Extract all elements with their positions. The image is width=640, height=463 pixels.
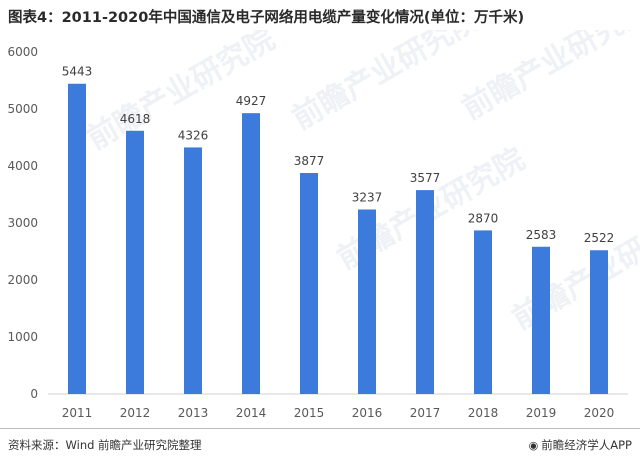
watermark-text: 前瞻产业研究院: [287, 30, 486, 137]
bar: [590, 250, 608, 394]
data-label: 3877: [294, 154, 325, 168]
bar: [242, 113, 260, 394]
bar: [532, 247, 550, 394]
data-label: 2583: [526, 228, 557, 242]
logo-icon: ◉: [529, 439, 539, 452]
x-tick-label: 2017: [410, 406, 441, 420]
y-tick-label: 3000: [7, 216, 38, 230]
watermark-text: 前瞻产业研究院: [507, 202, 640, 337]
data-label: 5443: [62, 65, 93, 79]
brand-label: 前瞻经济学人APP: [541, 438, 632, 452]
y-tick-label: 6000: [7, 45, 38, 59]
bar: [358, 209, 376, 394]
bar: [126, 131, 144, 394]
bar-chart: 前瞻产业研究院前瞻产业研究院前瞻产业研究院前瞻产业研究院前瞻产业研究院 0100…: [0, 30, 640, 426]
source-note: 资料来源：Wind 前瞻产业研究院整理: [8, 437, 202, 453]
bar: [68, 84, 86, 394]
bar: [300, 173, 318, 394]
x-tick-label: 2014: [236, 406, 267, 420]
bar: [474, 230, 492, 394]
x-tick-label: 2018: [468, 406, 499, 420]
watermark-text: 前瞻产业研究院: [457, 30, 640, 127]
bar: [184, 147, 202, 394]
data-label: 4326: [178, 128, 209, 142]
data-label: 2522: [584, 231, 615, 245]
y-tick-label: 5000: [7, 102, 38, 116]
x-tick-label: 2011: [62, 406, 93, 420]
bar: [416, 190, 434, 394]
y-tick-label: 0: [30, 387, 38, 401]
footer: 资料来源：Wind 前瞻产业研究院整理 ◉前瞻经济学人APP: [0, 428, 640, 463]
x-tick-label: 2019: [526, 406, 557, 420]
y-tick-label: 1000: [7, 330, 38, 344]
x-tick-label: 2016: [352, 406, 383, 420]
data-label: 4927: [236, 94, 267, 108]
chart-title: 图表4：2011-2020年中国通信及电子网络用电缆产量变化情况(单位：万千米): [8, 6, 636, 27]
data-label: 3237: [352, 190, 383, 204]
y-tick-label: 2000: [7, 273, 38, 287]
x-tick-label: 2020: [584, 406, 615, 420]
x-tick-label: 2013: [178, 406, 209, 420]
data-label: 4618: [120, 112, 151, 126]
x-tick-label: 2015: [294, 406, 325, 420]
y-tick-label: 4000: [7, 159, 38, 173]
data-label: 2870: [468, 211, 499, 225]
x-tick-label: 2012: [120, 406, 151, 420]
brand-credit: ◉前瞻经济学人APP: [529, 437, 632, 453]
data-label: 3577: [410, 171, 441, 185]
